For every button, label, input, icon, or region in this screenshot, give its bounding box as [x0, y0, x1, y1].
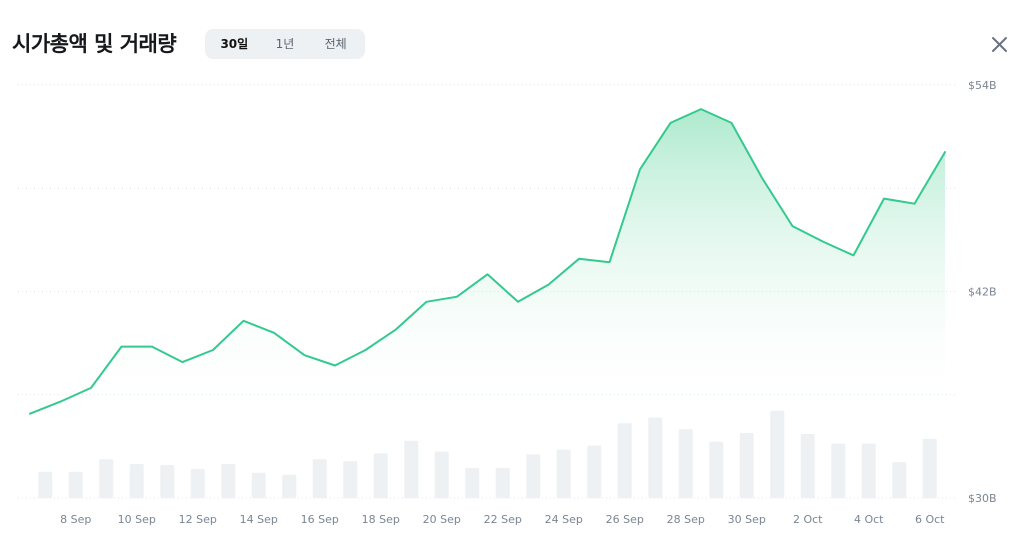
close-icon [992, 37, 1007, 52]
volume-bar [68, 471, 83, 498]
x-tick-label: 30 Sep [728, 513, 766, 526]
x-tick-label: 6 Oct [915, 513, 945, 526]
volume-bar [556, 449, 571, 498]
volume-bar [343, 461, 358, 498]
x-tick-label: 4 Oct [854, 513, 884, 526]
volume-bar [404, 440, 419, 498]
tab-30-days[interactable]: 30일 [220, 37, 249, 51]
range-tabs: 30일 1년 전체 [205, 29, 365, 59]
volume-bar [190, 468, 205, 498]
x-tick-label: 16 Sep [301, 513, 339, 526]
market-cap-line [29, 108, 946, 415]
volume-bar [465, 467, 480, 498]
volume-bar [312, 459, 327, 498]
chart-title: 시가총액 및 거래량 [12, 32, 177, 56]
y-tick-label: $30B [968, 492, 997, 505]
volume-bar [678, 429, 693, 498]
volume-bar [861, 443, 876, 498]
tab-1-year[interactable]: 1년 [275, 37, 295, 51]
grid-lines [18, 84, 958, 499]
volume-bar [739, 433, 754, 498]
volume-bar [129, 464, 144, 498]
x-axis: 8 Sep 10 Sep 12 Sep 14 Sep 16 Sep 18 Sep 20 Se… [60, 513, 945, 526]
close-button[interactable] [986, 30, 1014, 58]
volume-bar [800, 433, 815, 498]
y-tick-label: $54B [968, 79, 997, 92]
volume-bars [38, 410, 937, 498]
volume-bar [160, 465, 175, 498]
volume-bar [251, 472, 266, 498]
volume-bar [434, 451, 449, 498]
tab-all[interactable]: 전체 [324, 37, 347, 51]
volume-bar [587, 445, 602, 498]
x-tick-label: 26 Sep [606, 513, 644, 526]
volume-bar [282, 474, 297, 498]
volume-bar [892, 462, 907, 498]
x-tick-label: 10 Sep [118, 513, 156, 526]
volume-bar [831, 443, 846, 498]
volume-bar [38, 471, 53, 498]
volume-bar [221, 464, 236, 498]
area-fill [30, 109, 945, 414]
x-tick-label: 14 Sep [240, 513, 278, 526]
y-axis: $54B $42B $30B [968, 79, 997, 505]
market-cap-area [30, 109, 945, 414]
x-tick-label: 28 Sep [667, 513, 705, 526]
x-tick-label: 8 Sep [60, 513, 91, 526]
price-line [29, 108, 946, 415]
volume-bar [373, 453, 388, 498]
volume-bar [99, 459, 114, 498]
volume-bar [922, 438, 937, 498]
x-tick-label: 12 Sep [179, 513, 217, 526]
x-tick-label: 24 Sep [545, 513, 583, 526]
x-tick-label: 18 Sep [362, 513, 400, 526]
volume-bar [770, 410, 785, 498]
volume-bar [617, 423, 632, 498]
volume-bar [526, 454, 541, 498]
volume-bar [709, 441, 724, 498]
x-tick-label: 2 Oct [793, 513, 823, 526]
x-tick-label: 22 Sep [484, 513, 522, 526]
volume-bar [495, 467, 510, 498]
volume-bar [648, 417, 663, 498]
x-tick-label: 20 Sep [423, 513, 461, 526]
y-tick-label: $42B [968, 286, 997, 299]
